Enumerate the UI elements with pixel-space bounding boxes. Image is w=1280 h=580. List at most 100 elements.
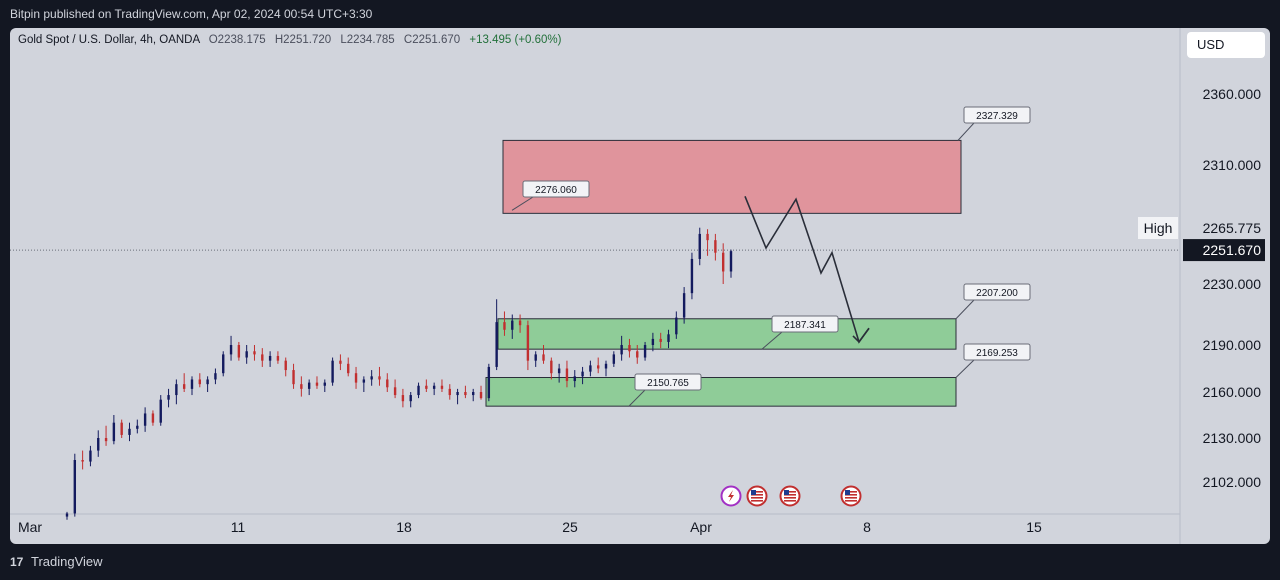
candle-body — [698, 233, 701, 259]
candle-body — [104, 438, 108, 442]
candle-body — [495, 322, 498, 367]
price-callout-box[interactable] — [522, 180, 590, 198]
candle-body — [393, 387, 397, 396]
price-callout-box[interactable] — [963, 283, 1031, 301]
candle-body — [706, 233, 709, 241]
candle-body — [89, 450, 92, 462]
candle-body — [714, 240, 717, 253]
price-callout-box[interactable] — [634, 373, 702, 391]
candle-body — [81, 460, 84, 462]
price-callout-leader — [957, 122, 975, 141]
price-tick-label: 2310.000 — [1203, 157, 1262, 173]
candle-body — [526, 325, 530, 361]
candle-body — [222, 354, 225, 374]
chart-panel[interactable]: 2327.329 2276.060 2207.200 2187.341 2169.253… — [10, 28, 1270, 544]
price-tick-label: 2130.000 — [1203, 430, 1262, 446]
candle-body — [300, 384, 303, 389]
footer: 17 TradingView — [0, 544, 1280, 580]
candle-body — [636, 351, 639, 358]
candle-body — [597, 365, 600, 369]
candle-body — [167, 395, 170, 400]
price-callout-leader — [955, 299, 975, 320]
candle-body — [276, 355, 280, 361]
high-value: H2251.720 — [274, 34, 332, 46]
price-callout-leader — [955, 359, 975, 378]
candle-body — [667, 334, 670, 342]
candle-body — [518, 320, 522, 326]
zone-demand-upper[interactable] — [497, 318, 957, 350]
price-tick-label: 2230.000 — [1203, 276, 1262, 292]
price-callout-box[interactable] — [963, 343, 1031, 361]
us-flag-icon[interactable] — [779, 485, 801, 507]
candle-body — [151, 413, 155, 423]
candle-body — [401, 395, 405, 402]
candle-body — [73, 460, 77, 514]
price-callout-label: 2187.341 — [784, 320, 826, 331]
candle-body — [511, 320, 514, 330]
candle-body — [143, 413, 147, 426]
chart-canvas[interactable]: 2327.329 2276.060 2207.200 2187.341 2169.253… — [10, 28, 1270, 544]
candle-body — [581, 371, 584, 377]
candle-body — [370, 376, 373, 380]
us-flag-icon[interactable] — [746, 485, 768, 507]
candle-body — [347, 363, 350, 374]
flag-stripe — [784, 491, 796, 493]
candle-body — [472, 392, 475, 396]
price-callout-box[interactable] — [771, 315, 839, 333]
candle-body — [675, 317, 678, 335]
currency-button[interactable]: USD — [1187, 32, 1265, 58]
price-callout-box[interactable] — [963, 106, 1031, 124]
candle-body — [354, 373, 358, 383]
candle-body — [362, 379, 366, 383]
candle-body — [214, 373, 217, 380]
candle-body — [339, 360, 342, 364]
projection-arrowhead — [852, 327, 870, 344]
candle-body — [651, 338, 655, 345]
candle-body — [268, 355, 272, 361]
flag-stripe — [751, 494, 763, 496]
candle-body — [190, 379, 194, 389]
price-callout-label: 2276.060 — [535, 185, 577, 196]
candle-body — [690, 258, 694, 294]
flag-canton — [845, 490, 850, 495]
flag-canton — [751, 490, 756, 495]
us-flag-icon[interactable] — [840, 485, 862, 507]
zone-demand-lower[interactable] — [485, 377, 957, 407]
open-value: O2238.175 — [208, 34, 266, 46]
candle-body — [323, 382, 326, 386]
time-tick-label: 8 — [863, 519, 871, 535]
candle-body — [464, 392, 467, 396]
candle-body — [612, 354, 616, 364]
last-price-tag — [1183, 239, 1265, 262]
high-tag-value: 2265.775 — [1203, 220, 1262, 236]
candle-body — [198, 379, 201, 385]
candle-body — [479, 392, 483, 399]
change-value: +13.495 (+0.60%) — [469, 34, 562, 46]
candle-body — [206, 379, 209, 385]
price-callout-label: 2327.329 — [976, 111, 1018, 122]
candle-body — [432, 385, 436, 389]
candle-body — [448, 388, 451, 396]
time-tick-label: 18 — [396, 519, 412, 535]
flag-stripe — [845, 491, 857, 493]
candle-body — [604, 363, 608, 369]
zone-supply[interactable] — [502, 139, 962, 214]
low-value: L2234.785 — [340, 34, 395, 46]
candle-body — [112, 422, 116, 442]
lightning-glyph — [728, 490, 734, 502]
flag-stripe — [751, 497, 763, 499]
candle-body — [550, 360, 553, 374]
last-price-label: 2251.670 — [1203, 242, 1262, 258]
candle-body — [229, 345, 233, 355]
high-tag-label: High — [1144, 220, 1173, 236]
price-tick-label: 2360.000 — [1203, 86, 1262, 102]
candle-body — [573, 376, 576, 382]
tradingview-logo-icon[interactable]: 17 — [10, 555, 24, 569]
flag-stripe — [845, 494, 857, 496]
candle-body — [565, 368, 569, 382]
price-tick-label: 2190.000 — [1203, 337, 1262, 353]
candle-body — [237, 345, 241, 358]
candle-body — [128, 428, 131, 435]
brand-name[interactable]: TradingView — [30, 554, 103, 569]
candle-body — [682, 293, 686, 318]
